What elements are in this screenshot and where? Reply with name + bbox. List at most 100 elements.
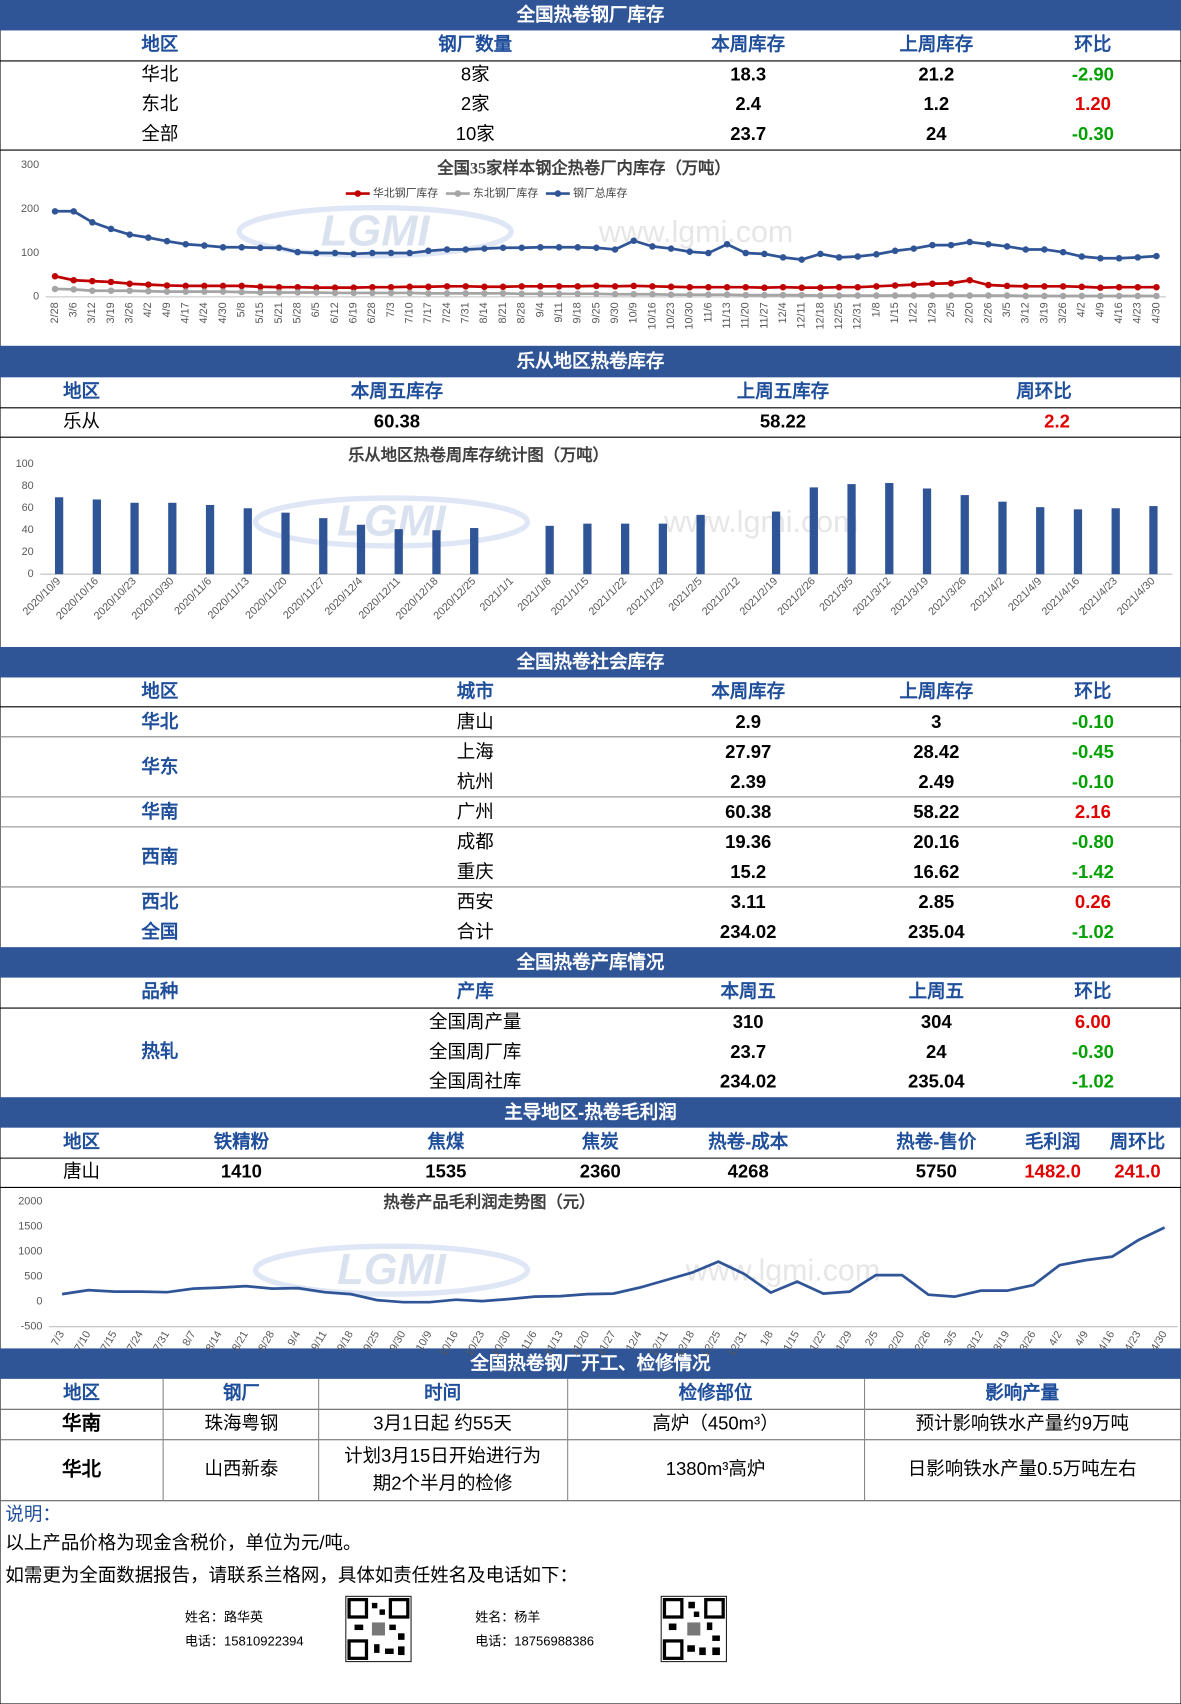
data-point bbox=[1022, 292, 1030, 300]
data-point bbox=[910, 292, 918, 299]
x-tick-label: 2/20 bbox=[964, 302, 976, 323]
x-tick-label: 7/10 bbox=[404, 302, 416, 323]
data-point bbox=[574, 290, 581, 298]
cell-text: 20.16 bbox=[913, 831, 959, 852]
data-point bbox=[798, 284, 806, 291]
x-tick-label: 4/24 bbox=[198, 302, 210, 323]
y-tick-label: -500 bbox=[21, 1321, 43, 1333]
data-point bbox=[817, 250, 824, 258]
data-point bbox=[443, 246, 451, 253]
data-point bbox=[1097, 255, 1104, 262]
data-point bbox=[182, 240, 189, 248]
cell-text: 0.26 bbox=[1075, 891, 1111, 912]
data-point bbox=[275, 283, 283, 291]
bar bbox=[92, 499, 101, 575]
cell-text: 1.2 bbox=[923, 93, 949, 114]
cell-text: 1535 bbox=[425, 1161, 466, 1182]
data-point bbox=[1134, 292, 1142, 300]
region-label: 华北 bbox=[141, 711, 178, 732]
column-header: 环比 bbox=[1074, 34, 1111, 55]
note-line: 如需更为全面数据报告，请联系兰格网，具体如责任姓名及电话如下： bbox=[5, 1565, 578, 1586]
data-point bbox=[257, 283, 264, 291]
data-point bbox=[70, 286, 77, 293]
data-point bbox=[481, 283, 488, 291]
data-point bbox=[574, 283, 581, 290]
column-header: 本周五库存 bbox=[351, 380, 444, 401]
column-header: 铁精粉 bbox=[214, 1131, 270, 1152]
data-point bbox=[331, 249, 339, 257]
data-point bbox=[947, 241, 955, 249]
cell-text: 58.22 bbox=[913, 801, 959, 822]
cell-text: 华北 bbox=[62, 1457, 102, 1480]
section-bar bbox=[0, 647, 1181, 678]
cell-text: 4268 bbox=[728, 1161, 769, 1182]
data-point bbox=[723, 283, 731, 291]
data-point bbox=[126, 231, 133, 238]
x-tick-label: 8/21 bbox=[497, 302, 509, 323]
section-bar bbox=[0, 345, 1181, 378]
x-tick-label: 10/23 bbox=[665, 302, 677, 329]
x-tick-label: 6/5 bbox=[310, 302, 322, 317]
x-tick-label: 11/13 bbox=[721, 302, 733, 328]
data-point bbox=[275, 244, 283, 252]
data-point bbox=[1022, 246, 1030, 253]
data-point bbox=[910, 281, 918, 288]
x-tick-label: 12/4 bbox=[777, 302, 789, 323]
data-point bbox=[350, 250, 357, 258]
cell-text: -1.02 bbox=[1072, 1071, 1114, 1092]
watermark-logo-ring bbox=[236, 204, 514, 259]
data-point bbox=[779, 291, 787, 299]
cell-text: 18.3 bbox=[730, 63, 766, 84]
note-label: 说明： bbox=[5, 1504, 60, 1525]
cell-text: 27.97 bbox=[725, 741, 771, 762]
data-point bbox=[1134, 283, 1142, 291]
data-point bbox=[313, 289, 320, 296]
data-point bbox=[723, 291, 731, 298]
cell-text: 15.2 bbox=[730, 861, 766, 882]
x-tick-label: 4/9 bbox=[161, 302, 173, 317]
x-tick-label: 2/28 bbox=[49, 302, 61, 323]
chart-title: 全国35家样本钢企热卷厂内库存（万吨） bbox=[436, 158, 730, 177]
bar bbox=[243, 508, 252, 575]
cell-text: -1.02 bbox=[1072, 921, 1114, 942]
bar bbox=[394, 529, 403, 575]
data-point bbox=[891, 247, 899, 255]
data-point bbox=[761, 250, 768, 258]
data-point bbox=[201, 288, 208, 295]
y-tick-label: 60 bbox=[22, 502, 34, 514]
x-tick-label: 3/26 bbox=[1057, 302, 1069, 323]
y-tick-label: 0 bbox=[36, 1296, 42, 1308]
data-point bbox=[873, 251, 880, 258]
column-header: 城市 bbox=[457, 681, 494, 702]
data-point bbox=[686, 291, 693, 298]
cell-text: 28.42 bbox=[913, 741, 959, 762]
y-tick-label: 80 bbox=[22, 480, 34, 492]
cell-text: 杭州 bbox=[457, 771, 494, 792]
x-tick-label: 10/16 bbox=[646, 302, 658, 329]
column-header: 焦煤 bbox=[426, 1131, 464, 1152]
x-tick-label: 1/22 bbox=[908, 302, 920, 323]
cell-text: 西安 bbox=[457, 891, 494, 912]
x-tick-label: 9/18 bbox=[572, 302, 584, 323]
bar bbox=[281, 512, 290, 575]
data-point bbox=[331, 284, 339, 291]
data-point bbox=[593, 282, 600, 290]
cell-text: 全国周社库 bbox=[429, 1071, 521, 1092]
data-point bbox=[779, 283, 787, 291]
data-point bbox=[182, 282, 189, 290]
data-point bbox=[126, 280, 133, 287]
data-point bbox=[761, 284, 768, 291]
column-header: 地区 bbox=[141, 34, 178, 55]
cell-text: 8家 bbox=[461, 63, 490, 84]
data-point bbox=[481, 245, 488, 252]
data-point bbox=[742, 283, 749, 291]
cell-text: 计划3月15日开始进行为期2个半月的检修 bbox=[344, 1445, 541, 1493]
x-tick-label: 8/28 bbox=[516, 302, 528, 323]
data-point bbox=[1078, 292, 1086, 300]
cell-text: 全国周厂库 bbox=[429, 1041, 521, 1062]
x-tick-label: 9/25 bbox=[590, 302, 602, 323]
x-tick-label: 3/12 bbox=[1020, 302, 1032, 323]
cell-text: 23.7 bbox=[730, 1041, 766, 1062]
